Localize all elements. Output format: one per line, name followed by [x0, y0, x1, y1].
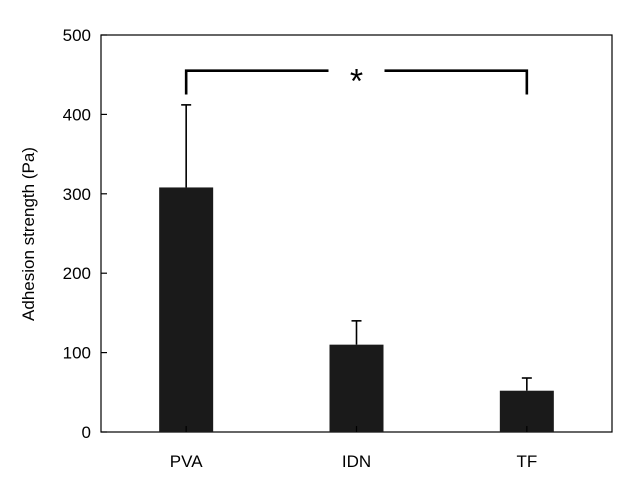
y-tick-label: 500	[63, 26, 91, 45]
plot-area: 0 100 200 300 400 500 PVA IDN TF *	[63, 26, 613, 471]
y-tick-label: 200	[63, 264, 91, 283]
y-tick-label: 0	[82, 423, 91, 442]
x-tick-label: PVA	[170, 452, 203, 471]
significance-label: *	[350, 63, 363, 101]
bar-tf	[499, 390, 554, 432]
bar-idn	[329, 344, 384, 432]
y-tick-label: 400	[63, 105, 91, 124]
bar-pva	[159, 187, 214, 432]
y-tick-label: 100	[63, 344, 91, 363]
x-tick-label: TF	[516, 452, 537, 471]
y-axis-title: Adhesion strength (Pa)	[19, 147, 38, 321]
x-tick-label: IDN	[342, 452, 371, 471]
y-tick-label: 300	[63, 185, 91, 204]
significance-bracket	[184, 69, 529, 95]
